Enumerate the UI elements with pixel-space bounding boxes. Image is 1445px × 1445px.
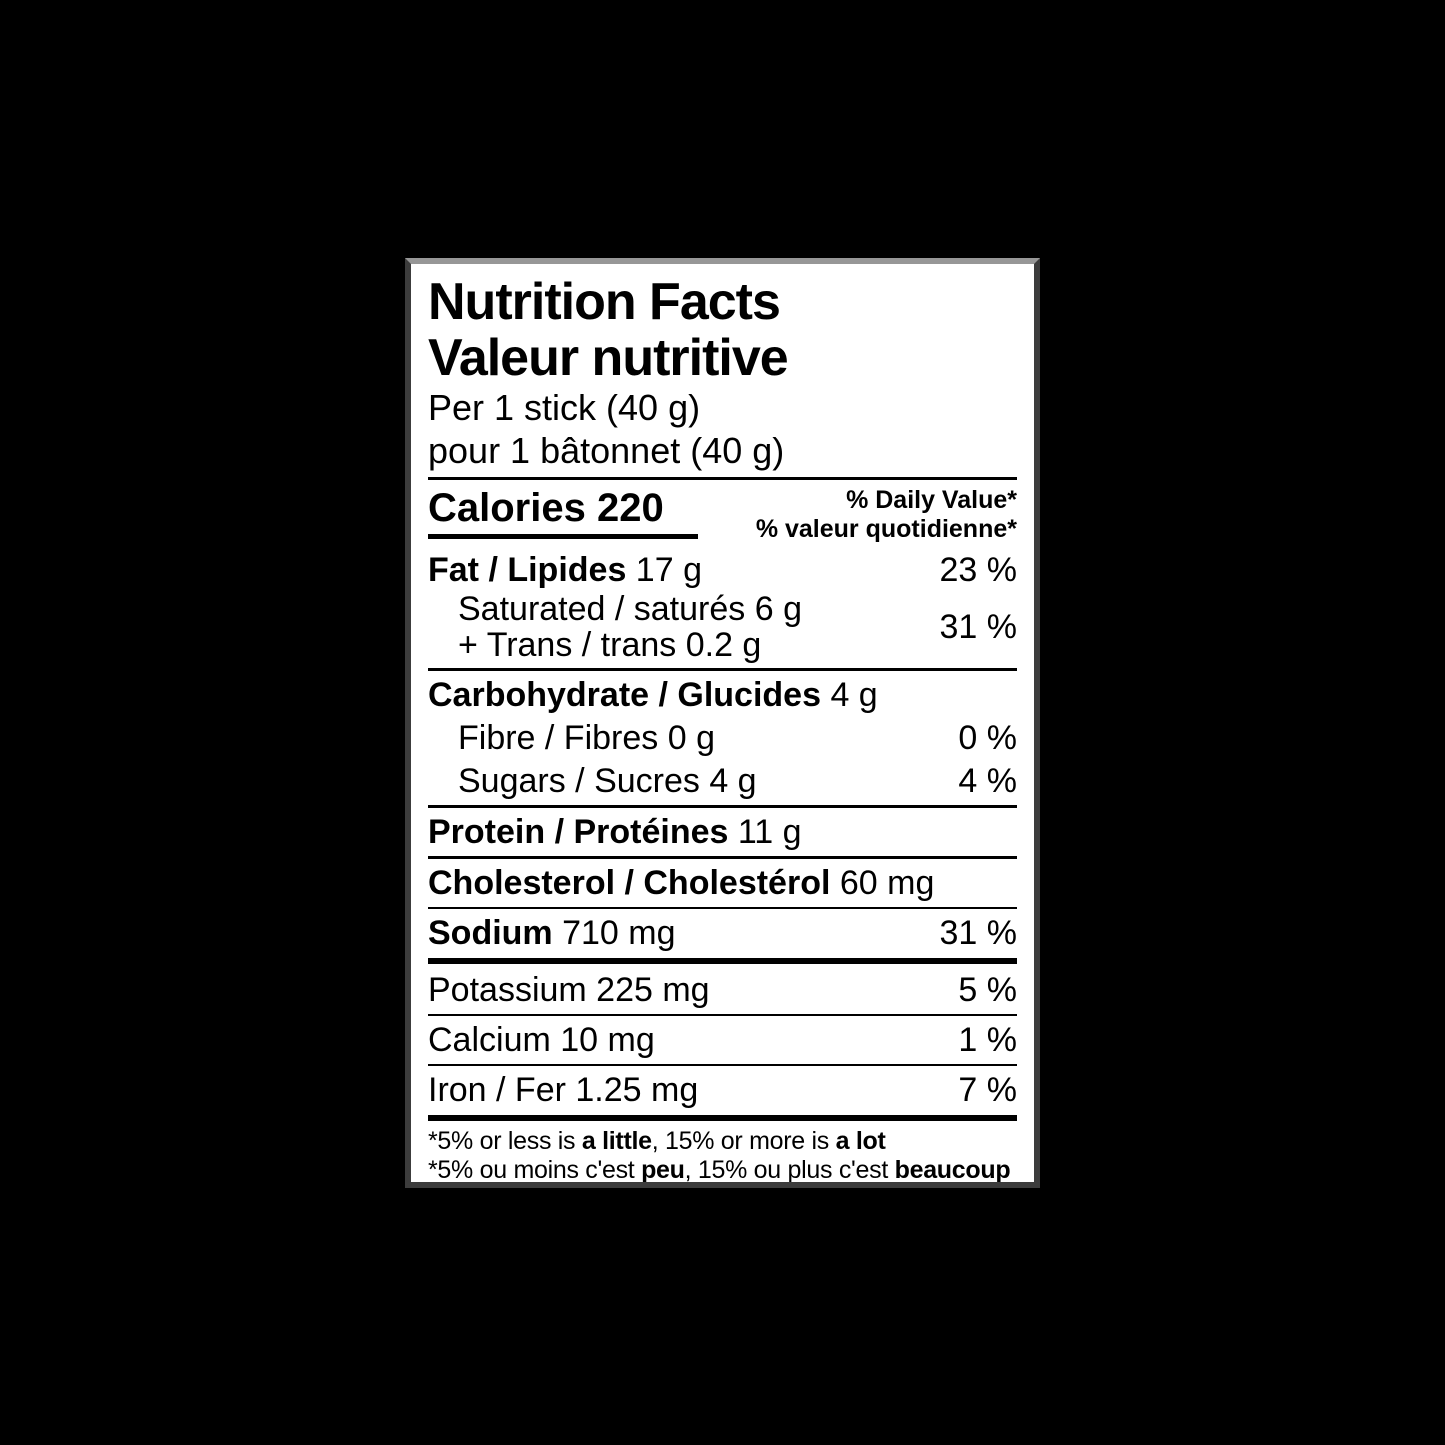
trans-name: + Trans / trans 0.2 g [458,626,762,664]
footnote-fr: *5% ou moins c'est peu, 15% ou plus c'es… [428,1156,1011,1184]
section-divider-thick [428,958,1017,964]
title-fr: Valeur nutritive [428,329,789,387]
fibre-name: Fibre / Fibres 0 g [458,719,715,757]
carbohydrate-amount: 4 g [821,676,878,714]
cholesterol-amount: 60 mg [830,864,935,902]
row-sugars: Sugars / Sucres 4 g 4 % [428,763,1017,800]
row-calcium: Calcium 10 mg 1 % [428,1022,1017,1059]
fat-amount: 17 g [626,551,702,589]
sugars-daily-value: 4 % [958,762,1017,800]
title-en: Nutrition Facts [428,273,781,331]
calories-value: Calories 220 [428,486,664,530]
calories-block: Calories 220 [428,486,698,539]
divider [428,1014,1017,1016]
row-saturated-trans: Saturated / saturés 6 g + Trans / trans … [428,591,1017,663]
daily-value-header-en: % Daily Value* [846,486,1017,514]
sodium-daily-value: 31 % [939,914,1018,952]
divider [428,1064,1017,1066]
protein-name: Protein / Protéines [428,813,729,851]
potassium-name: Potassium 225 mg [428,971,710,1009]
saturated-trans-daily-value: 31 % [939,607,1018,646]
sodium-name: Sodium [428,914,553,952]
cholesterol-name: Cholesterol / Cholestérol [428,864,831,902]
divider [428,805,1017,808]
row-potassium: Potassium 225 mg 5 % [428,972,1017,1009]
daily-value-header-fr: % valeur quotidienne* [755,515,1017,543]
iron-name: Iron / Fer 1.25 mg [428,1071,699,1109]
calcium-daily-value: 1 % [958,1021,1017,1059]
nutrition-facts-label: Nutrition Facts Valeur nutritive Per 1 s… [405,258,1040,1188]
calcium-name: Calcium 10 mg [428,1021,655,1059]
row-fat: Fat / Lipides 17 g 23 % [428,552,1017,589]
saturated-name: Saturated / saturés 6 g [458,590,802,628]
sodium-amount: 710 mg [552,914,676,952]
daily-value-header: % Daily Value* % valeur quotidienne* [756,486,1017,544]
calories-row: Calories 220 % Daily Value* % valeur quo… [428,486,1017,544]
carbohydrate-name: Carbohydrate / Glucides [428,676,821,714]
divider [428,668,1017,671]
row-iron: Iron / Fer 1.25 mg 7 % [428,1072,1017,1109]
serving-size-en: Per 1 stick (40 g) [428,387,701,428]
section-divider-thick [428,1115,1017,1121]
fat-name: Fat / Lipides [428,551,627,589]
row-protein: Protein / Protéines 11 g [428,814,1017,851]
divider [428,477,1017,480]
serving-size-fr: pour 1 bâtonnet (40 g) [428,430,785,471]
row-carbohydrate: Carbohydrate / Glucides 4 g [428,677,1017,714]
potassium-daily-value: 5 % [958,971,1017,1009]
calories-underline [428,534,698,539]
row-cholesterol: Cholesterol / Cholestérol 60 mg [428,865,1017,902]
iron-daily-value: 7 % [958,1071,1017,1109]
fat-daily-value: 23 % [939,551,1018,589]
row-fibre: Fibre / Fibres 0 g 0 % [428,720,1017,757]
fibre-daily-value: 0 % [958,719,1017,757]
sugars-name: Sugars / Sucres 4 g [458,762,757,800]
row-sodium: Sodium 710 mg 31 % [428,915,1017,952]
footnote-en: *5% or less is a little, 15% or more is … [428,1127,886,1155]
divider [428,856,1017,859]
divider [428,907,1017,909]
protein-amount: 11 g [728,813,802,851]
